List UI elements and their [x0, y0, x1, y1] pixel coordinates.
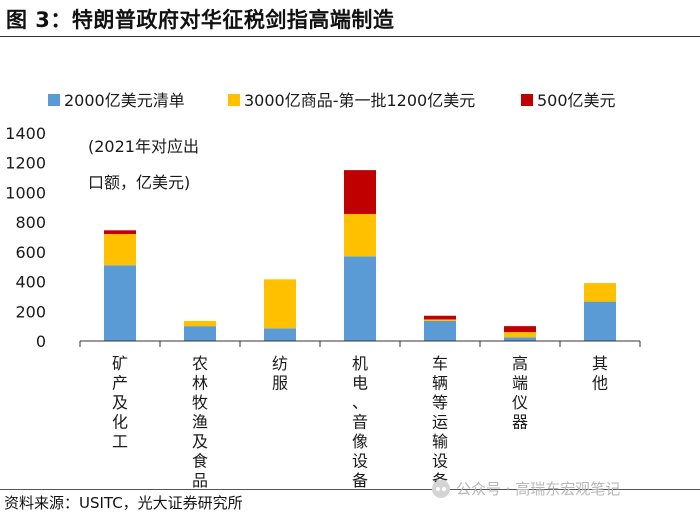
bar-3-series-1 [264, 328, 296, 341]
legend-label-1: 2000亿美元清单 [64, 91, 185, 110]
y-tick-label-7: 1400 [5, 124, 46, 143]
source-note: 资料来源：USITC，光大证券研究所 [4, 494, 243, 512]
bar-2-series-1 [184, 326, 216, 341]
legend-label-2: 3000亿商品-第一批1200亿美元 [244, 91, 475, 110]
x-category-label-7: 其他 [592, 354, 608, 393]
bar-2-series-2 [184, 320, 216, 327]
watermark: 公众号 · 高瑞东宏观笔记 [432, 478, 620, 499]
bar-1-series-1 [104, 265, 136, 341]
y-tick-label-1: 200 [15, 302, 46, 321]
y-tick-label-5: 1000 [5, 183, 46, 202]
annotation-line-2: 口额，亿美元) [88, 173, 190, 192]
legend-swatch-1 [48, 94, 60, 106]
x-category-label-3: 纺服 [272, 354, 288, 393]
y-tick-label-2: 400 [15, 273, 46, 292]
bar-7-series-1 [584, 301, 616, 341]
bar-1-series-3 [104, 230, 136, 235]
annotation-line-1: (2021年对应出 [88, 137, 199, 156]
y-tick-label-6: 1200 [5, 154, 46, 173]
bar-7-series-2 [584, 283, 616, 302]
x-category-label-6: 高端仪器 [512, 354, 528, 432]
x-category-label-2: 农林牧渔及食品 [192, 354, 208, 490]
y-tick-label-3: 600 [15, 243, 46, 262]
bar-4-series-3 [344, 170, 376, 214]
stacked-bar-chart: 2000亿美元清单 3000亿商品-第一批1200亿美元 500亿美元 (2021年… [5, 91, 641, 490]
wechat-icon [432, 479, 450, 498]
chart-annotation: (2021年对应出 口额，亿美元) [88, 137, 199, 192]
bar-6-series-3 [504, 326, 536, 333]
x-axis: 矿产及化工 农林牧渔及食品 纺服 机电、音像设备 车辆等运输设备 高端仪器 其他 [79, 340, 641, 490]
legend-label-3: 500亿美元 [537, 91, 616, 110]
x-category-label-5: 车辆等运输设备 [432, 354, 448, 490]
title-divider [0, 36, 700, 37]
x-category-label-1: 矿产及化工 [112, 354, 128, 451]
bar-5-series-1 [424, 320, 456, 341]
legend-swatch-2 [228, 94, 240, 106]
chart-bars [104, 170, 616, 341]
legend-swatch-3 [521, 94, 533, 106]
watermark-text: 公众号 · 高瑞东宏观笔记 [456, 480, 621, 498]
y-tick-label-4: 800 [15, 213, 46, 232]
y-axis: 0 200 400 600 800 1000 1200 1400 [5, 124, 46, 351]
bar-6-series-1 [504, 337, 536, 341]
x-category-label-4: 机电、音像设备 [352, 354, 368, 490]
bar-5-series-2 [424, 319, 456, 321]
y-tick-label-0: 0 [36, 332, 46, 351]
bar-1-series-2 [104, 234, 136, 266]
footer-divider [0, 489, 700, 490]
bar-6-series-2 [504, 332, 536, 338]
bar-5-series-3 [424, 315, 456, 320]
bar-4-series-2 [344, 213, 376, 257]
bar-4-series-1 [344, 256, 376, 341]
chart-legend: 2000亿美元清单 3000亿商品-第一批1200亿美元 500亿美元 [48, 91, 616, 110]
figure-title: 图 3：特朗普政府对华征税剑指高端制造 [6, 8, 395, 32]
bar-3-series-2 [264, 279, 296, 329]
